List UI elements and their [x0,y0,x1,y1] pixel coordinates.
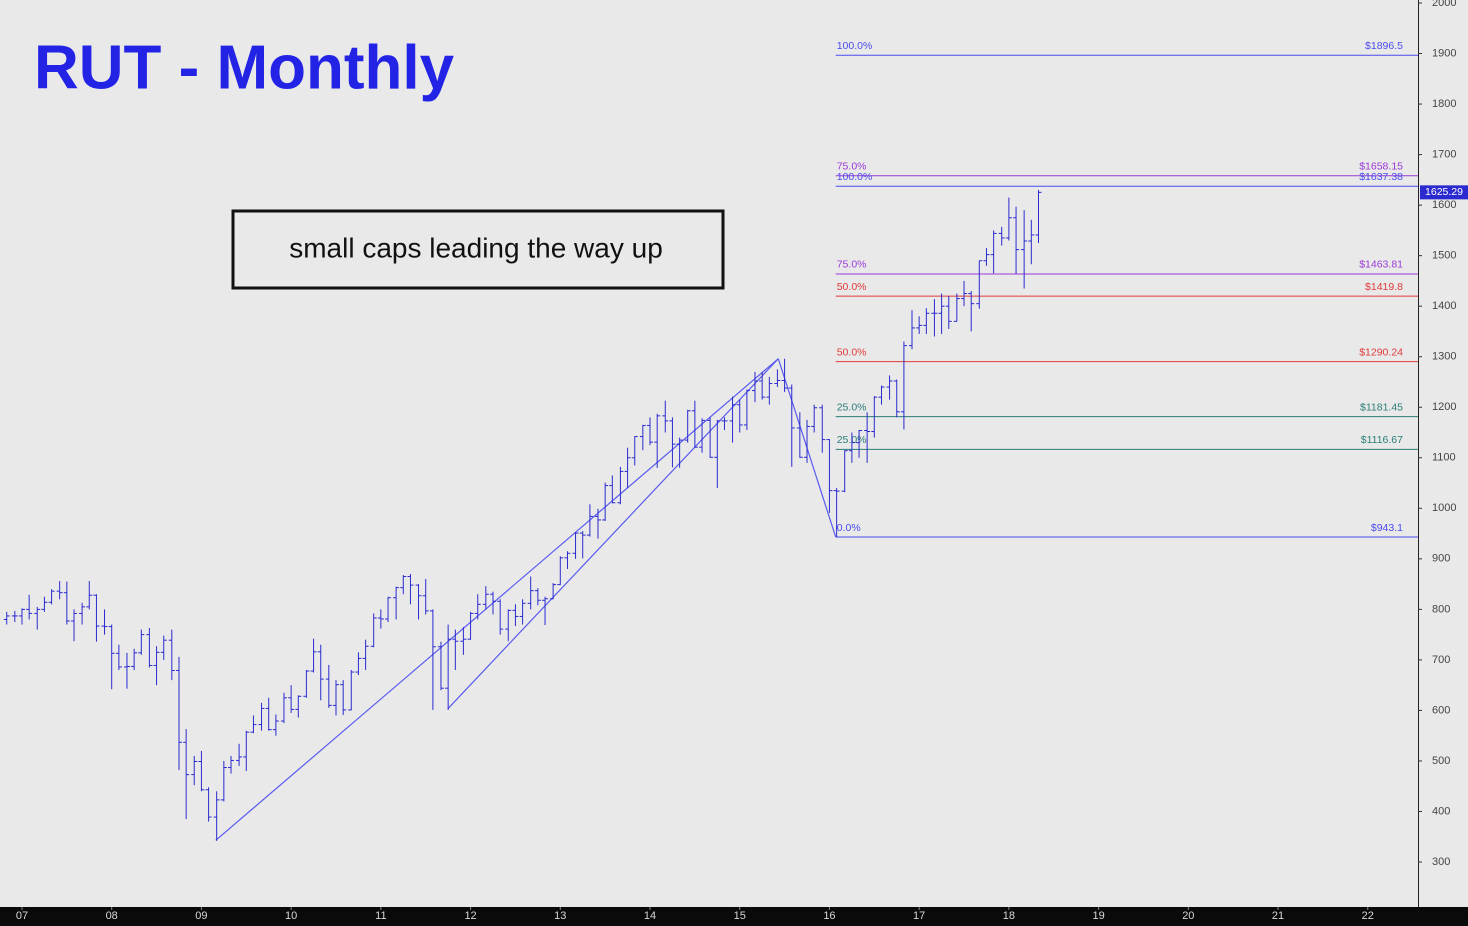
fib-percent: 100.0% [837,40,873,52]
x-tick-label: 19 [1092,910,1104,922]
y-tick-label: 600 [1432,704,1450,716]
y-tick-label: 1600 [1432,199,1456,211]
fib-price: $1637.38 [1359,171,1403,183]
y-tick-label: 1100 [1432,452,1456,464]
fib-price: $1419.8 [1365,281,1403,293]
fib-price: $943.1 [1371,522,1403,534]
fib-percent: 0.0% [837,522,861,534]
x-tick-label: 21 [1272,910,1284,922]
x-tick-label: 20 [1182,910,1194,922]
x-tick-label: 09 [195,910,207,922]
x-tick-label: 15 [734,910,746,922]
x-tick-label: 17 [913,910,925,922]
fib-percent: 75.0% [837,161,867,173]
x-tick-label: 07 [16,910,28,922]
x-tick-label: 11 [375,910,386,922]
x-tick-label: 10 [285,910,297,922]
y-tick-label: 700 [1432,654,1450,666]
trendline [215,358,779,841]
y-tick-label: 1500 [1432,250,1456,262]
annotation-box [231,209,725,290]
fib-percent: 25.0% [837,401,867,413]
y-tick-label: 1900 [1432,47,1456,59]
y-tick-label: 1000 [1432,502,1456,514]
fib-price: $1463.81 [1359,259,1403,271]
y-tick-label: 300 [1432,856,1450,868]
fib-price: $1181.45 [1360,401,1403,413]
annotation: small caps leading the way up [289,232,663,263]
fib-percent: 50.0% [837,346,867,358]
last-price-label: 1625.29 [1425,186,1463,198]
y-tick-label: 1200 [1432,401,1456,413]
chart-title: RUT - Monthly [34,33,455,102]
x-axis-band [0,907,1468,926]
x-tick-label: 14 [644,910,656,922]
x-tick-label: 13 [554,910,566,922]
fib-price: $1896.5 [1365,40,1403,52]
fib-price: $1116.67 [1361,434,1403,446]
y-tick-label: 2000 [1432,0,1456,9]
trendline [447,358,779,709]
last-price-tag [1420,185,1468,200]
fib-price: $1658.15 [1359,161,1403,173]
fib-percent: 50.0% [837,281,867,293]
fib-price: $1290.24 [1359,346,1403,358]
y-tick-label: 500 [1432,755,1450,767]
x-tick-label: 16 [823,910,835,922]
x-tick-label: 12 [464,910,476,922]
x-tick-label: 22 [1362,910,1374,922]
x-tick-label: 08 [106,910,118,922]
y-tick-label: 800 [1432,603,1450,615]
y-tick-label: 900 [1432,553,1450,565]
y-tick-label: 1800 [1432,98,1456,110]
y-tick-label: 400 [1432,805,1450,817]
y-tick-label: 1400 [1432,300,1456,312]
y-tick-label: 1300 [1432,351,1456,363]
x-tick-label: 18 [1003,910,1015,922]
fib-percent: 100.0% [837,171,873,183]
y-tick-label: 1700 [1432,148,1456,160]
fib-percent: 75.0% [837,259,867,271]
